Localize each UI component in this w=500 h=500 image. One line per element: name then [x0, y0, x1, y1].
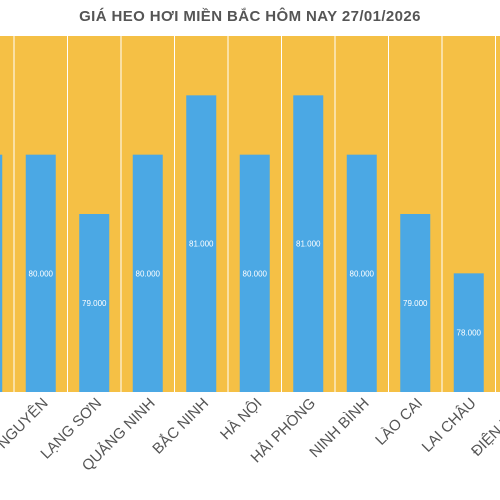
- data-label: 78.000: [457, 329, 482, 338]
- bar: [346, 154, 377, 392]
- bar: [186, 95, 217, 392]
- data-label: 81.000: [189, 240, 214, 249]
- category-label: HÀ NỘI: [217, 395, 266, 444]
- category-label: BẮC NINH: [149, 394, 212, 457]
- category-label: THÁI NGUYÊN: [0, 395, 52, 480]
- data-label: 80.000: [350, 269, 375, 278]
- data-label: 79.000: [403, 299, 428, 308]
- bar: [79, 214, 110, 392]
- bar: [239, 154, 270, 392]
- data-label: 80.000: [136, 269, 161, 278]
- data-label: 79.000: [82, 299, 107, 308]
- bar: [293, 95, 324, 392]
- data-label: 80.000: [29, 269, 54, 278]
- bar: [132, 154, 163, 392]
- bar: [400, 214, 431, 392]
- category-label: LÀO CAI: [372, 395, 426, 449]
- bar: [0, 154, 3, 392]
- bar: [25, 154, 56, 392]
- data-label: 81.000: [296, 240, 321, 249]
- data-label: 80.000: [243, 269, 268, 278]
- chart-title: GIÁ HEO HƠI MIỀN BẮC HÔM NAY 27/01/2026: [79, 8, 421, 25]
- bar: [453, 273, 484, 392]
